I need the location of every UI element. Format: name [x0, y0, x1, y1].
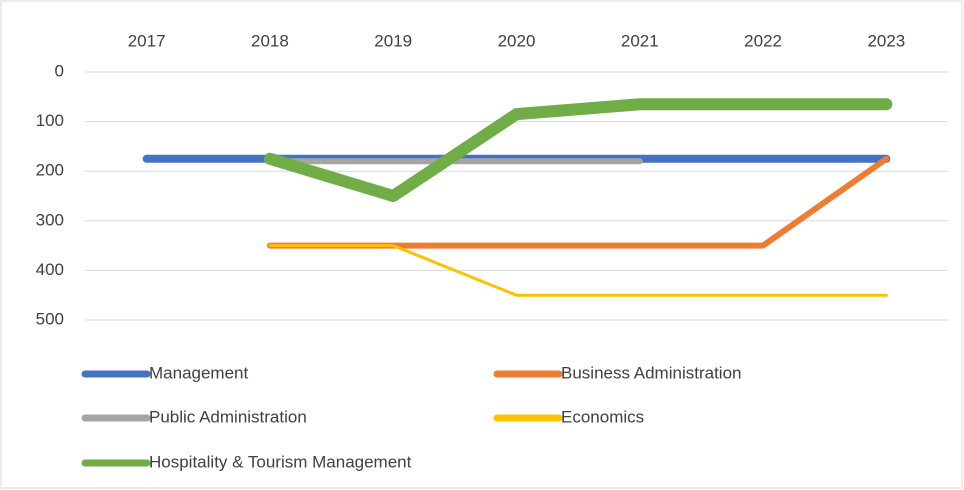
y-tick-label: 100: [36, 111, 64, 130]
legend-label: Public Administration: [149, 407, 307, 426]
y-tick-label: 500: [36, 309, 64, 328]
x-tick-label: 2019: [374, 31, 412, 50]
legend-label: Hospitality & Tourism Management: [149, 452, 412, 471]
y-tick-label: 300: [36, 210, 64, 229]
x-tick-label: 2020: [498, 31, 536, 50]
legend-label: Business Administration: [561, 363, 741, 382]
legend-label: Economics: [561, 407, 644, 426]
x-tick-label: 2023: [867, 31, 905, 50]
x-tick-label: 2017: [128, 31, 166, 50]
series-line: [268, 244, 888, 297]
x-tick-label: 2022: [744, 31, 782, 50]
y-tick-label: 400: [36, 260, 64, 279]
series-line: [263, 98, 893, 202]
legend-label: Management: [149, 363, 249, 382]
x-tick-label: 2021: [621, 31, 659, 50]
y-tick-label: 0: [55, 61, 64, 80]
x-tick-label: 2018: [251, 31, 289, 50]
y-tick-label: 200: [36, 161, 64, 180]
